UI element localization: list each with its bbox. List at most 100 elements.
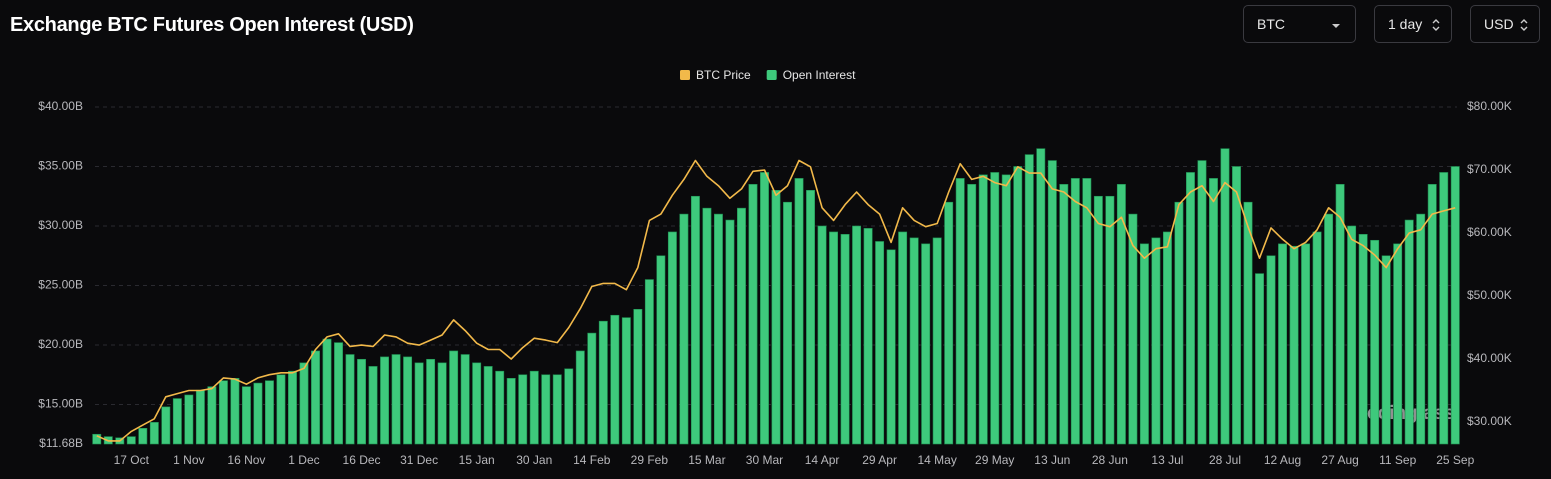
x-tick-label: 12 Aug	[1264, 453, 1301, 467]
bar	[1001, 174, 1011, 445]
x-tick-label: 30 Mar	[746, 453, 783, 467]
x-tick-label: 15 Jan	[459, 453, 495, 467]
bar	[311, 350, 320, 445]
updown-caret	[1432, 19, 1440, 31]
currency-select[interactable]: USD	[1470, 5, 1540, 43]
bar	[852, 225, 862, 445]
x-tick-label: 27 Aug	[1321, 453, 1358, 467]
coin-select-text: BTC	[1257, 16, 1285, 32]
bar	[909, 237, 919, 445]
x-tick-label: 14 May	[917, 453, 956, 467]
bar	[875, 241, 885, 445]
bar	[760, 172, 769, 445]
bar	[414, 362, 424, 445]
bar	[253, 382, 263, 445]
page-title: Exchange BTC Futures Open Interest (USD)	[10, 14, 414, 36]
bar	[748, 184, 758, 445]
bar	[944, 201, 954, 445]
x-tick-label: 29 May	[975, 453, 1014, 467]
bar	[1162, 231, 1172, 445]
bar	[345, 354, 355, 445]
bar	[1301, 243, 1311, 445]
y2-tick-label: $40.00K	[1467, 351, 1512, 365]
bar	[1232, 166, 1241, 445]
bar	[495, 370, 505, 445]
legend: BTC Price Open Interest	[680, 68, 856, 82]
bar	[633, 308, 643, 445]
bar	[172, 398, 182, 445]
bar	[265, 380, 274, 445]
x-tick-label: 14 Apr	[805, 453, 840, 467]
x-tick-label: 15 Mar	[688, 453, 725, 467]
x-tick-label: 13 Jun	[1034, 453, 1070, 467]
bar	[92, 433, 102, 445]
bar	[460, 354, 470, 445]
bar	[506, 378, 516, 445]
coin-select[interactable]: BTC	[1243, 5, 1356, 43]
updown-caret	[1520, 19, 1528, 31]
x-tick-label: 28 Jun	[1092, 453, 1128, 467]
y2-tick-label: $50.00K	[1467, 288, 1512, 302]
bar	[1059, 184, 1069, 445]
bar	[564, 368, 574, 445]
bar	[149, 422, 159, 445]
bar	[288, 370, 297, 445]
interval-select[interactable]: 1 day	[1374, 5, 1452, 43]
legend-label: BTC Price	[696, 68, 751, 82]
x-tick-label: 29 Feb	[631, 453, 669, 467]
bar	[138, 427, 148, 445]
bar	[737, 207, 746, 445]
bar	[840, 234, 850, 445]
bar	[690, 195, 700, 445]
bar	[656, 255, 666, 445]
bar	[1139, 243, 1149, 445]
bar	[1082, 178, 1092, 445]
bar	[783, 201, 792, 445]
bar	[483, 366, 493, 445]
bar	[1197, 160, 1207, 445]
legend-label: Open Interest	[783, 68, 856, 82]
y-tick-label: $30.00B	[38, 218, 83, 232]
bar	[863, 228, 873, 445]
bar	[1105, 195, 1115, 445]
y2-tick-label: $30.00K	[1467, 414, 1512, 428]
bar	[1393, 243, 1403, 445]
currency-select-text: USD	[1484, 16, 1514, 32]
bar	[644, 279, 654, 445]
bar	[1450, 166, 1460, 445]
bar	[610, 314, 620, 445]
bar	[1324, 213, 1334, 445]
bar	[921, 243, 931, 445]
bar	[1186, 172, 1195, 445]
bar	[391, 354, 401, 445]
bar	[161, 406, 171, 445]
y-tick-label: $35.00B	[38, 159, 83, 173]
bar	[334, 342, 343, 445]
bar	[898, 231, 908, 445]
x-tick-label: 30 Jan	[516, 453, 552, 467]
legend-swatch	[680, 70, 690, 80]
x-tick-label: 1 Dec	[288, 453, 319, 467]
bar	[1036, 148, 1046, 445]
bar	[1381, 255, 1391, 445]
bar	[587, 332, 597, 445]
bar	[990, 172, 1000, 445]
y-tick-label: $40.00B	[38, 99, 83, 113]
bar	[967, 184, 977, 445]
y-tick-label: $11.68B	[39, 436, 83, 450]
bar	[1312, 231, 1322, 445]
price-line	[96, 159, 1456, 442]
bar	[449, 350, 459, 445]
bar	[932, 237, 942, 445]
x-tick-label: 13 Jul	[1151, 453, 1183, 467]
bar	[1070, 178, 1080, 445]
bar	[426, 358, 436, 445]
bar	[241, 386, 251, 445]
bar	[230, 378, 240, 445]
bar	[1289, 245, 1299, 445]
x-tick-label: 11 Sep	[1379, 453, 1416, 467]
bar	[1347, 225, 1357, 445]
bar	[1047, 160, 1057, 445]
y2-tick-label: $80.00K	[1467, 99, 1512, 113]
